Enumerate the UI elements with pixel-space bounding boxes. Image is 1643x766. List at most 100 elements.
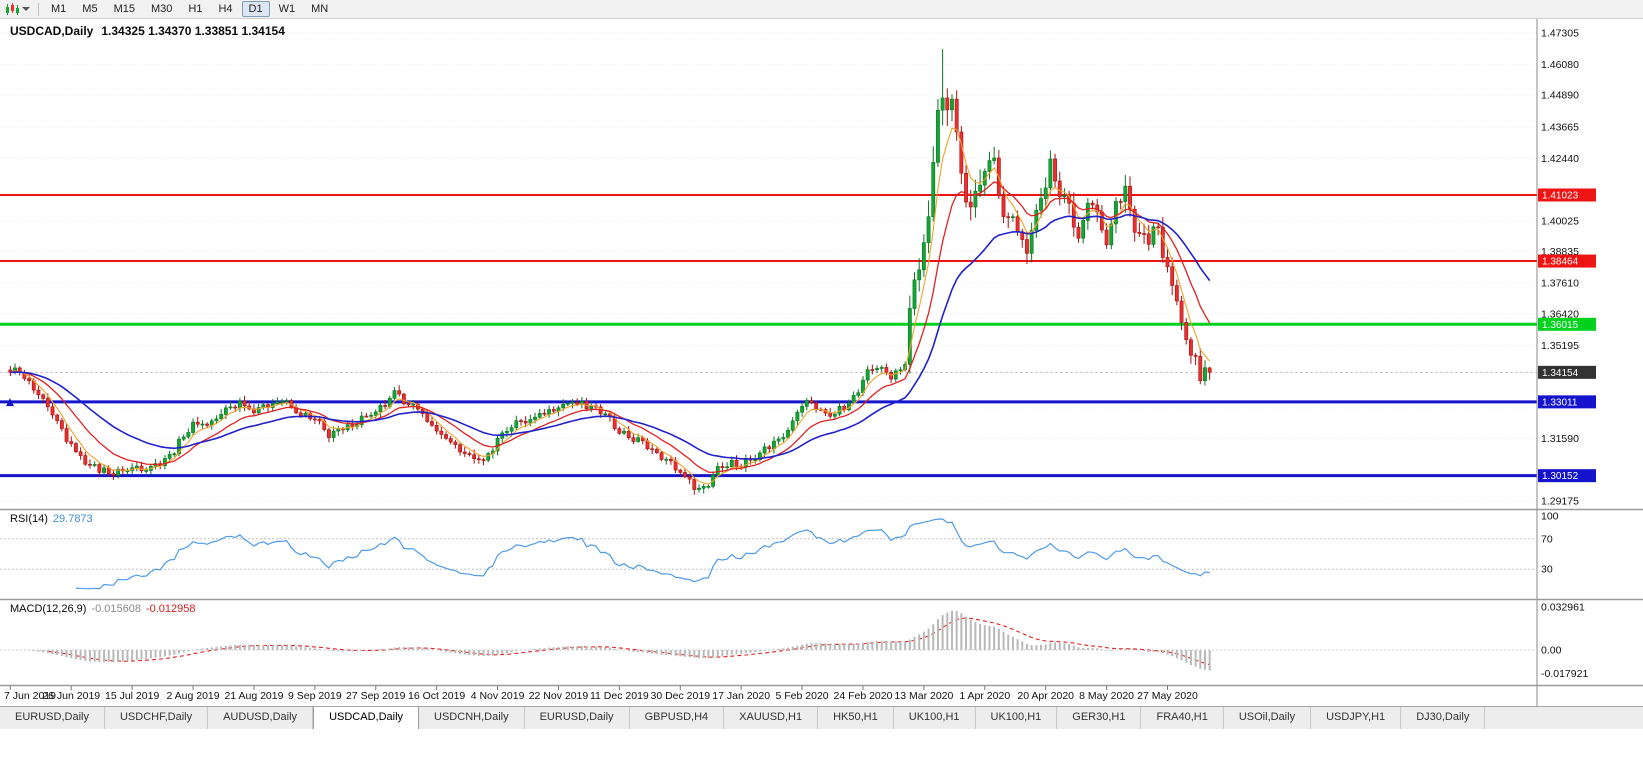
tab-usdcnh-daily[interactable]: USDCNH,Daily: [419, 707, 525, 729]
macd-axis-label: 0.00: [1541, 645, 1562, 657]
timeframe-m30-button[interactable]: M30: [144, 1, 179, 17]
macd-panel-label: MACD(12,26,9) -0.015608 -0.012958: [10, 603, 196, 615]
tab-fra40-h1[interactable]: FRA40,H1: [1141, 707, 1224, 729]
macd-axis-label: -0.017921: [1541, 668, 1588, 680]
timeframe-w1-button[interactable]: W1: [272, 1, 303, 17]
tab-usdchf-daily[interactable]: USDCHF,Daily: [104, 707, 209, 729]
price-gridlines: [0, 32, 1537, 502]
price-tick-label: 1.36420: [1541, 308, 1579, 320]
chevron-down-icon[interactable]: [22, 7, 30, 11]
price-badge-label: 1.41023: [1542, 190, 1579, 201]
date-tick-label: 4 Nov 2019: [471, 690, 525, 702]
chart-tabs: EURUSD,Daily USDCHF,Daily AUDUSD,Daily USDC…: [0, 706, 1643, 729]
price-badge-label: 1.34154: [1542, 368, 1579, 379]
date-tick-label: 15 Jul 2019: [105, 690, 159, 702]
price-badge-1.38464: [1538, 254, 1596, 268]
toolbar-separator: [38, 2, 39, 16]
candlestick-series[interactable]: [8, 48, 1212, 495]
timeframe-m5-button[interactable]: M5: [75, 1, 104, 17]
timeframe-toolbar: M1 M5 M15 M30 H1 H4 D1 W1 MN: [0, 0, 1643, 19]
price-tick-label: 1.42440: [1541, 153, 1579, 165]
tab-eurusd-daily[interactable]: EURUSD,Daily: [524, 707, 630, 729]
date-tick-label: 8 May 2020: [1079, 690, 1134, 702]
price-badges: 1.41023 1.38464 1.36015 1.33011 1.30152 1.341…: [1538, 188, 1596, 483]
tab-usdcad-daily[interactable]: USDCAD,Daily: [313, 707, 420, 729]
date-tick-label: 22 Nov 2019: [529, 690, 589, 702]
macd-name: MACD(12,26,9): [10, 603, 87, 615]
tab-xauusd-h1[interactable]: XAUUSD,H1: [724, 707, 819, 729]
date-tick-label: 16 Oct 2019: [408, 690, 465, 702]
price-tick-label: 1.37610: [1541, 278, 1579, 290]
tab-uk100-h1[interactable]: UK100,H1: [893, 707, 976, 729]
tab-usdjpy-h1[interactable]: USDJPY,H1: [1311, 707, 1402, 729]
price-tick-label: 1.29175: [1541, 495, 1579, 507]
tab-hk50-h1[interactable]: HK50,H1: [818, 707, 894, 729]
date-tick-label: 9 Sep 2019: [288, 690, 342, 702]
price-badge-1.36015: [1538, 317, 1596, 331]
tab-ger30-h1[interactable]: GER30,H1: [1057, 707, 1142, 729]
date-tick-label: 27 Sep 2019: [346, 690, 406, 702]
symbol-ohlc-label: USDCAD,Daily 1.34325 1.34370 1.33851 1.34…: [10, 24, 285, 38]
date-tick-label: 1 Apr 2020: [959, 690, 1010, 702]
timeframe-buttons: M1 M5 M15 M30 H1 H4 D1 W1 MN: [43, 1, 336, 17]
price-badge-1.30152: [1538, 469, 1596, 483]
candlestick-chart-icon[interactable]: [5, 2, 19, 16]
macd-panel[interactable]: 0.032961 0.00 -0.017921: [0, 602, 1588, 680]
level-lines[interactable]: [0, 193, 1537, 478]
timeframe-h4-button[interactable]: H4: [211, 1, 239, 17]
price-badge-1.34154: [1538, 365, 1596, 379]
rsi-name: RSI(14): [10, 513, 48, 525]
date-tick-label: 7 Jun 2019: [4, 690, 56, 702]
date-tick-label: 11 Dec 2019: [590, 690, 649, 702]
rsi-level-label: 100: [1541, 511, 1559, 523]
rsi-panel-label: RSI(14) 29.7873: [10, 513, 93, 525]
price-badge-label: 1.36015: [1542, 320, 1579, 331]
macd-axis-label: 0.032961: [1541, 602, 1585, 614]
timeframe-mn-button[interactable]: MN: [304, 1, 335, 17]
tab-dj30-daily[interactable]: DJ30,Daily: [1401, 707, 1486, 729]
arrow-object[interactable]: [6, 398, 14, 407]
chart-canvas[interactable]: 1.47305 1.46080 1.44890 1.43665 1.42440 1.400…: [0, 0, 1643, 706]
rsi-value: 29.7873: [52, 513, 93, 525]
date-tick-label: 30 Dec 2019: [650, 690, 710, 702]
date-tick-label: 27 May 2020: [1137, 690, 1198, 702]
timeframe-d1-button[interactable]: D1: [241, 1, 270, 17]
moving-average-lines: [10, 127, 1211, 485]
date-tick-label: 24 Feb 2020: [833, 690, 892, 702]
price-tick-label: 1.43665: [1541, 121, 1579, 133]
price-badge-label: 1.38464: [1542, 257, 1579, 268]
date-tick-label: 2 Aug 2019: [166, 690, 219, 702]
date-tick-label: 21 Aug 2019: [224, 690, 283, 702]
timeframe-m1-button[interactable]: M1: [44, 1, 73, 17]
price-tick-label: 1.46080: [1541, 59, 1579, 71]
price-axis[interactable]: 1.47305 1.46080 1.44890 1.43665 1.42440 1.400…: [1536, 0, 1579, 706]
tab-usoil-daily[interactable]: USOil,Daily: [1223, 707, 1312, 729]
price-badge-1.41023: [1538, 188, 1596, 202]
price-tick-label: 1.35195: [1541, 340, 1579, 352]
price-tick-label: 1.40025: [1541, 215, 1579, 227]
tab-eurusd-daily[interactable]: EURUSD,Daily: [0, 707, 105, 729]
price-tick-label: 1.47305: [1541, 27, 1579, 39]
price-tick-label: 1.38835: [1541, 246, 1579, 258]
price-badge-label: 1.30152: [1542, 471, 1579, 482]
symbol-title: USDCAD,Daily: [10, 24, 94, 38]
ma-medium-line: [10, 181, 1211, 474]
date-tick-label: 20 Apr 2020: [1017, 690, 1074, 702]
tab-uk100-h1[interactable]: UK100,H1: [975, 707, 1058, 729]
timeframe-h1-button[interactable]: H1: [181, 1, 209, 17]
timeframe-m15-button[interactable]: M15: [107, 1, 142, 17]
price-tick-label: 1.44890: [1541, 90, 1579, 102]
status-area: [0, 729, 1643, 766]
ma-fast-line: [10, 127, 1211, 485]
rsi-panel[interactable]: 100 70 30: [0, 511, 1559, 590]
macd-signal-line: [47, 617, 1210, 666]
price-badge-1.33011: [1538, 395, 1596, 409]
date-tick-label: 13 Mar 2020: [894, 690, 953, 702]
tab-gbpusd-h4[interactable]: GBPUSD,H4: [629, 707, 725, 729]
price-tick-label: 1.31590: [1541, 433, 1579, 445]
tab-audusd-daily[interactable]: AUDUSD,Daily: [208, 707, 314, 729]
date-tick-label: 5 Feb 2020: [776, 690, 829, 702]
macd-histogram: [18, 610, 1211, 671]
